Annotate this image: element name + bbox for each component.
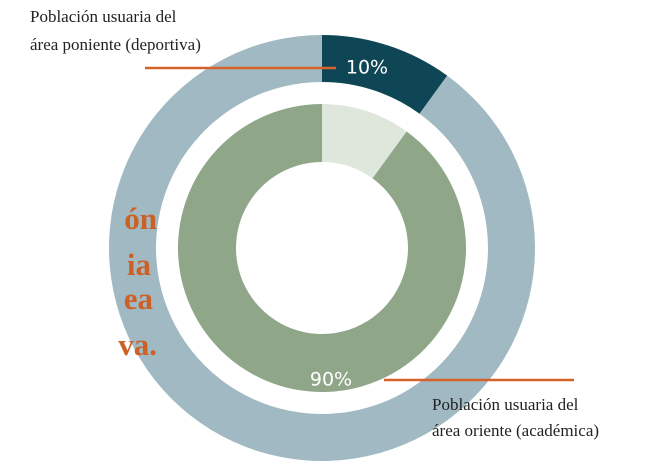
annotation: área poniente (deportiva) (30, 35, 201, 54)
donut-segment (178, 104, 467, 392)
side-text: ea (124, 281, 154, 316)
annotation: área oriente (académica) (432, 421, 599, 440)
side-text: va. (118, 327, 157, 362)
donut-segment (322, 35, 448, 114)
side-text: ia (127, 247, 152, 282)
side-text: ón (124, 201, 157, 236)
annotation: Población usuaria del (30, 7, 177, 26)
value-label: 10% (346, 57, 388, 79)
value-label: 90% (310, 369, 352, 391)
donut-segment (322, 104, 407, 179)
rings (108, 35, 535, 462)
annotation: Población usuaria del (432, 395, 579, 414)
